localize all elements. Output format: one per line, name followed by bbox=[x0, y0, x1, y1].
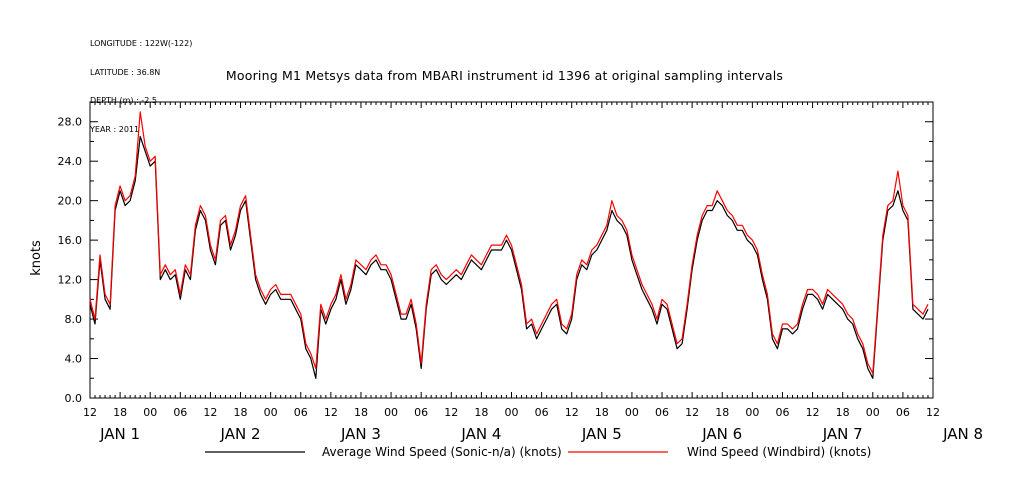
x-tick-label: 18 bbox=[715, 406, 729, 419]
chart-title: Mooring M1 Metsys data from MBARI instru… bbox=[225, 68, 784, 83]
x-tick-label: 06 bbox=[294, 406, 308, 419]
day-label: JAN 1 bbox=[99, 425, 140, 443]
x-tick-label: 18 bbox=[595, 406, 609, 419]
axis-ticks bbox=[89, 101, 934, 399]
x-tick-label: 12 bbox=[203, 406, 217, 419]
x-tick-label: 18 bbox=[836, 406, 850, 419]
day-label: JAN 2 bbox=[220, 425, 261, 443]
day-label: JAN 8 bbox=[942, 425, 983, 443]
meta-latitude: LATITUDE : 36.8N bbox=[90, 67, 161, 77]
series-line-2 bbox=[89, 111, 929, 374]
y-tick-label: 28.0 bbox=[58, 116, 83, 129]
y-tick-label: 20.0 bbox=[58, 195, 83, 208]
x-tick-label: 06 bbox=[775, 406, 789, 419]
y-tick-label: 12.0 bbox=[58, 274, 83, 287]
day-label: JAN 5 bbox=[581, 425, 622, 443]
x-tick-label: 18 bbox=[234, 406, 248, 419]
axis-labels: 0.0 4.0 8.0 12.0 16.0 20.0 24.0 28.0 12 18 00 06 12 1… bbox=[58, 116, 984, 443]
day-label: JAN 6 bbox=[701, 425, 742, 443]
day-label: JAN 3 bbox=[340, 425, 381, 443]
y-axis-label: knots bbox=[29, 240, 44, 276]
x-tick-label: 06 bbox=[655, 406, 669, 419]
x-tick-label: 12 bbox=[324, 406, 338, 419]
legend-label-2: Wind Speed (Windbird) (knots) bbox=[687, 445, 871, 459]
x-tick-label: 18 bbox=[354, 406, 368, 419]
y-tick-label: 8.0 bbox=[65, 313, 83, 326]
x-tick-label: 12 bbox=[83, 406, 97, 419]
y-tick-label: 0.0 bbox=[65, 392, 83, 405]
x-tick-label: 12 bbox=[806, 406, 820, 419]
x-tick-label: 00 bbox=[625, 406, 639, 419]
metadata-block: LONGITUDE : 122W(-122) LATITUDE : 36.8N … bbox=[90, 20, 192, 144]
x-tick-label: 18 bbox=[113, 406, 127, 419]
x-tick-label: 00 bbox=[745, 406, 759, 419]
y-tick-label: 24.0 bbox=[58, 155, 83, 168]
x-tick-label: 00 bbox=[264, 406, 278, 419]
x-tick-label: 06 bbox=[535, 406, 549, 419]
x-tick-label: 06 bbox=[414, 406, 428, 419]
y-tick-label: 16.0 bbox=[58, 234, 83, 247]
meta-depth: DEPTH (m) : -2.5 bbox=[90, 96, 157, 105]
x-tick-label: 06 bbox=[173, 406, 187, 419]
x-tick-label: 00 bbox=[866, 406, 880, 419]
x-tick-label: 06 bbox=[896, 406, 910, 419]
x-tick-label: 18 bbox=[474, 406, 488, 419]
legend: Average Wind Speed (Sonic-n/a) (knots) Wi… bbox=[205, 445, 871, 459]
day-label: JAN 4 bbox=[460, 425, 501, 443]
x-tick-label: 12 bbox=[926, 406, 940, 419]
x-tick-label: 12 bbox=[565, 406, 579, 419]
meta-year: YEAR : 2011 bbox=[90, 124, 140, 134]
x-tick-label: 00 bbox=[505, 406, 519, 419]
y-tick-label: 4.0 bbox=[65, 353, 83, 366]
series-layer bbox=[89, 111, 929, 379]
series-line-1 bbox=[89, 135, 929, 379]
x-tick-label: 00 bbox=[143, 406, 157, 419]
day-label: JAN 7 bbox=[822, 425, 863, 443]
legend-label-1: Average Wind Speed (Sonic-n/a) (knots) bbox=[322, 445, 562, 459]
x-tick-label: 00 bbox=[384, 406, 398, 419]
x-tick-label: 12 bbox=[444, 406, 458, 419]
x-tick-label: 12 bbox=[685, 406, 699, 419]
meta-longitude: LONGITUDE : 122W(-122) bbox=[90, 39, 193, 48]
